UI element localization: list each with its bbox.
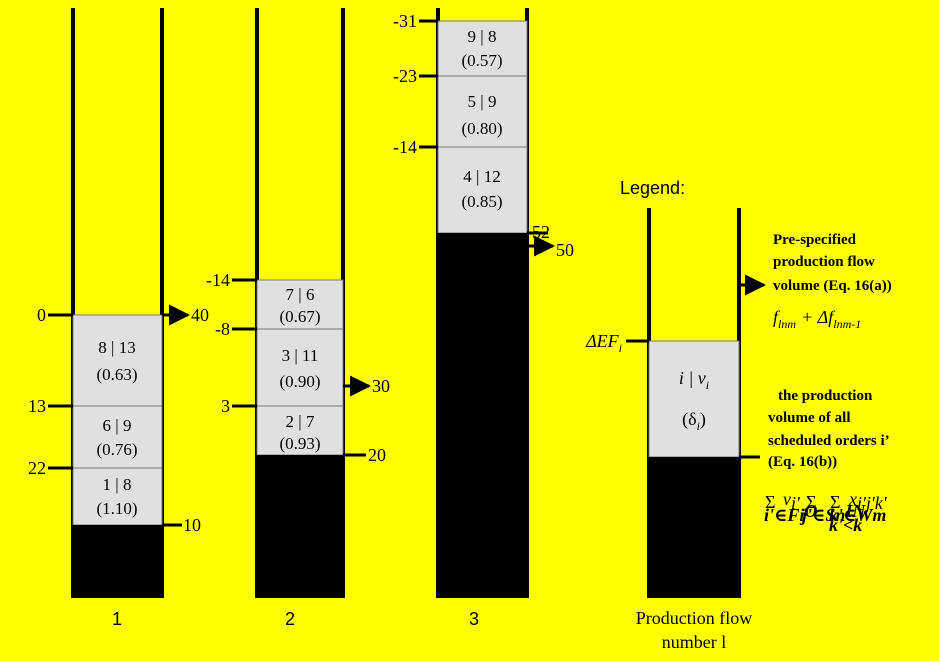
legend-block-id: i | vi [679, 368, 709, 392]
column-1-block-2-id: 6 | 9 [103, 416, 132, 435]
column-1-block-2-ratio: (0.76) [96, 440, 137, 459]
column-1-right-label-1: 40 [191, 305, 209, 325]
column-3-block-2 [437, 75, 528, 148]
column-1-block-3-ratio: (1.10) [96, 499, 137, 518]
column-2-filled [255, 455, 345, 598]
column-1-filled [71, 525, 164, 598]
legend-filled [647, 457, 741, 598]
column-2-left-label-1: -14 [206, 270, 230, 290]
column-3-block-3 [437, 146, 528, 234]
column-3-right-label-2: 50 [556, 240, 574, 260]
column-2-left-label-3: 3 [221, 396, 230, 416]
legend-note1-line2: production flow [773, 254, 875, 270]
legend-sum-2: Σ [806, 492, 816, 512]
column-1-block-1 [72, 314, 163, 407]
column-3-right-label-1: 52 [532, 222, 550, 242]
legend-formula2-v: v [783, 489, 791, 509]
column-3-block-1-id: 9 | 8 [468, 27, 497, 46]
column-3-left-label-1: -31 [393, 11, 417, 31]
column-3-filled [436, 233, 529, 598]
axis-label-line2: number l [662, 632, 727, 652]
column-1: 8 | 13 (0.63) 6 | 9 (0.76) 1 | 8 (1.10) … [28, 8, 209, 629]
column-3-block-2-id: 5 | 9 [468, 92, 497, 111]
legend-sum-3: Σ [830, 492, 840, 512]
column-1-left-label-2: 13 [28, 396, 46, 416]
column-2-block-3-id: 2 | 7 [286, 412, 315, 431]
legend-note1-line1: Pre-specified [773, 232, 857, 248]
column-2-block-1-ratio: (0.67) [279, 307, 320, 326]
column-2-left-label-2: -8 [215, 319, 230, 339]
column-1-block-1-ratio: (0.63) [96, 365, 137, 384]
column-2: 7 | 6 (0.67) 3 | 11 (0.90) 2 | 7 (0.93) … [206, 8, 390, 629]
legend-title: Legend: [620, 178, 685, 198]
legend-note2-line1: the production [778, 388, 873, 404]
column-3-block-3-id: 4 | 12 [463, 167, 500, 186]
axis-label-line1: Production flow [636, 608, 753, 628]
legend: Legend: i | vi (δi) ΔEFi Pre-specified p… [585, 178, 892, 652]
column-3: 9 | 8 (0.57) 5 | 9 (0.80) 4 | 12 (0.85) … [393, 8, 574, 629]
legend-block [648, 340, 740, 458]
legend-note2-line2: volume of all [768, 410, 851, 426]
column-3-left-label-2: -23 [393, 66, 417, 86]
column-3-left-label-3: -14 [393, 137, 417, 157]
column-3-block-2-ratio: (0.80) [461, 119, 502, 138]
column-3-block-1-ratio: (0.57) [461, 51, 502, 70]
column-1-number: 1 [112, 609, 122, 629]
column-1-right-label-2: 10 [183, 515, 201, 535]
column-2-block-1-id: 7 | 6 [286, 285, 315, 304]
column-1-block-3 [72, 467, 163, 526]
legend-formula1: flnm + Δflnm-1 [773, 307, 861, 331]
legend-note2-line4: (Eq. 16(b)) [768, 454, 837, 470]
column-2-block-3-ratio: (0.93) [279, 434, 320, 453]
column-2-block-2-id: 3 | 11 [282, 346, 319, 365]
column-2-block-2-ratio: (0.90) [279, 372, 320, 391]
legend-formula2-sub-2: j'∈SnIN [799, 501, 866, 525]
column-2-right-label-2: 20 [368, 445, 386, 465]
column-3-block-1 [437, 20, 528, 77]
column-2-number: 2 [285, 609, 295, 629]
column-1-left-label-3: 22 [28, 458, 46, 478]
legend-formula2: Σ v i' Σ Σ x i'j'k' i'∈FiO j'∈SnIN k'∈Wm… [764, 489, 888, 535]
legend-note2-line3: scheduled orders i’ [768, 433, 890, 449]
column-1-block-2 [72, 405, 163, 469]
column-1-block-3-id: 1 | 8 [103, 475, 132, 494]
legend-formula2-x: x [848, 489, 857, 509]
legend-formula2-sub-1: i'∈FiO [764, 501, 817, 525]
legend-note1-line3: volume (Eq. 16(a)) [773, 278, 892, 294]
column-1-block-1-id: 8 | 13 [98, 338, 135, 357]
legend-formula2-x-sub: i'j'k' [857, 493, 888, 513]
column-2-right-label-1: 30 [372, 376, 390, 396]
column-1-left-label-1: 0 [37, 305, 46, 325]
legend-delta-ef: ΔEFi [585, 331, 622, 355]
column-3-number: 3 [469, 609, 479, 629]
legend-block-ratio: (δi) [682, 409, 706, 433]
legend-formula2-sub-3: k'∈Wm [829, 505, 886, 525]
column-3-block-3-ratio: (0.85) [461, 192, 502, 211]
column-2-block-2 [256, 328, 344, 407]
legend-formula2-v-sub: i' [791, 493, 801, 513]
legend-formula2-sub-4: k'<k [829, 515, 862, 535]
legend-sum-1: Σ [765, 492, 775, 512]
